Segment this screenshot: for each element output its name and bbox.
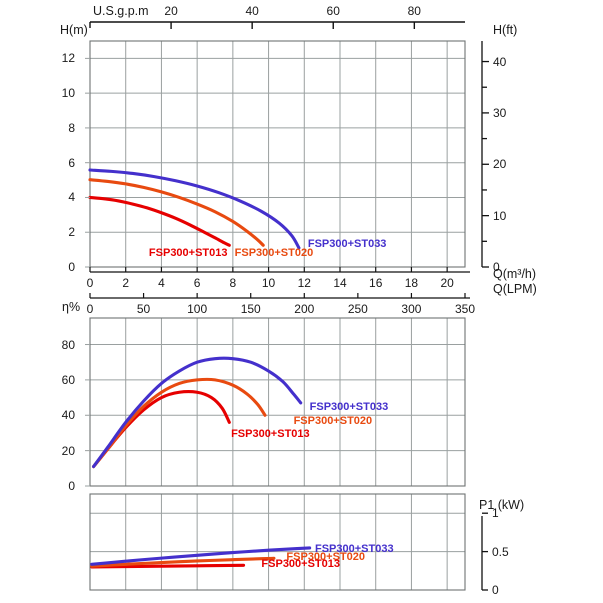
curve-fsp300-st020 (92, 377, 267, 469)
efficiency-series-label: FSP300+ST020 (293, 415, 373, 428)
head-chart-grid (89, 40, 466, 268)
curve-fsp300-st013 (88, 195, 231, 247)
curve-fsp300-st013 (90, 563, 246, 569)
curve-fsp300-st033 (92, 356, 303, 469)
curve-fsp300-st020 (88, 178, 265, 247)
power-series-label: FSP300+ST033 (315, 542, 394, 555)
power-series-label: FSP300+ST013 (261, 558, 341, 571)
plot-frame (89, 40, 466, 268)
curve-fsp300-st033 (90, 546, 312, 566)
curve-fsp300-st020 (90, 556, 276, 568)
head-series-label: FSP300+ST033 (307, 238, 387, 251)
efficiency-series-label: FSP300+ST033 (309, 401, 389, 414)
head-series-label: FSP300+ST020 (234, 247, 314, 260)
power-series-label: FSP300+ST020 (286, 551, 366, 564)
plot-frame (89, 317, 466, 487)
plot-frame (89, 493, 466, 591)
curve-fsp300-st033 (88, 168, 301, 250)
head-series-label: FSP300+ST013 (148, 247, 228, 260)
efficiency-chart-grid (89, 317, 466, 487)
efficiency-series-label: FSP300+ST013 (231, 427, 310, 440)
power-chart-grid (89, 493, 466, 591)
